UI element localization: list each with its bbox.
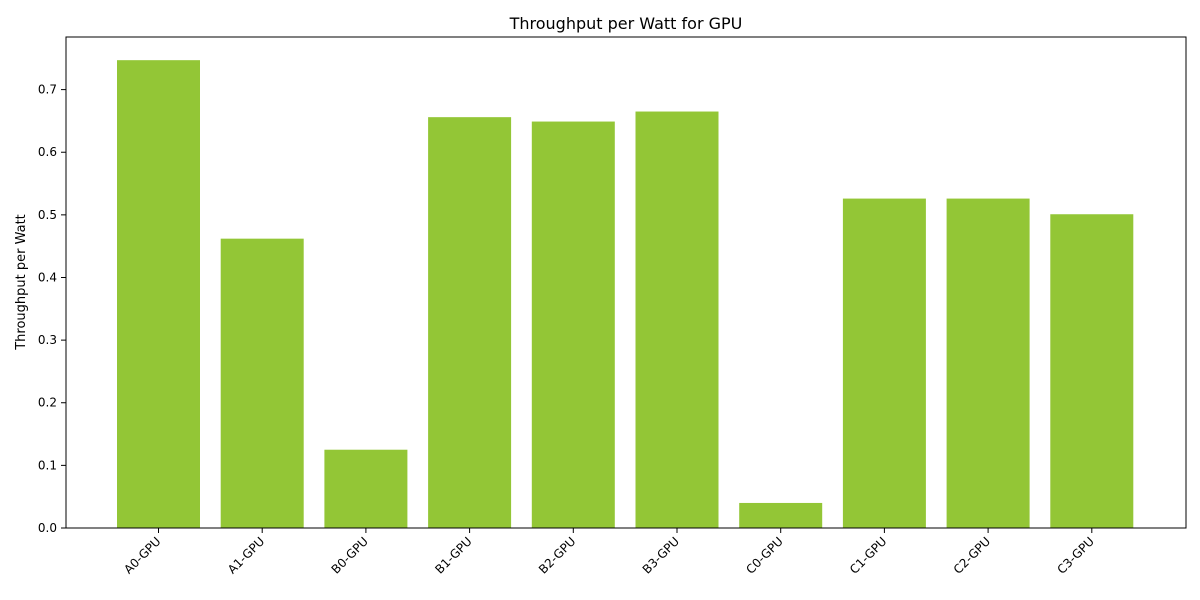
x-tick-label: A1-GPU xyxy=(225,534,267,576)
y-axis: 0.0 0.1 0.2 0.3 0.4 0.5 0.6 0.7 xyxy=(38,83,66,535)
x-tick-label: A0-GPU xyxy=(121,534,163,576)
bar-a1-gpu xyxy=(220,238,304,528)
bar-c1-gpu xyxy=(842,198,926,528)
bar-c2-gpu xyxy=(946,198,1030,528)
x-tick-label: C1-GPU xyxy=(847,534,890,577)
x-tick-label: C2-GPU xyxy=(951,534,994,577)
chart-title: Throughput per Watt for GPU xyxy=(509,14,743,33)
y-tick-label: 0.0 xyxy=(38,521,57,535)
y-tick-label: 0.7 xyxy=(38,83,57,97)
bar-c0-gpu xyxy=(739,502,823,528)
y-tick-label: 0.3 xyxy=(38,333,57,347)
y-tick-label: 0.4 xyxy=(38,270,57,284)
x-tick-label: B0-GPU xyxy=(329,534,371,576)
x-axis: A0-GPU A1-GPU B0-GPU B1-GPU B2-GPU B3-GPU C0-G… xyxy=(121,528,1097,577)
bar-a0-gpu xyxy=(117,60,200,529)
plot-frame xyxy=(65,36,1187,529)
bar-b3-gpu xyxy=(635,111,719,528)
y-axis-label: Throughput per Watt xyxy=(14,214,29,351)
y-tick-label: 0.1 xyxy=(38,458,57,472)
y-tick-label: 0.5 xyxy=(38,208,57,222)
bar-b2-gpu xyxy=(531,121,615,529)
bar-b0-gpu xyxy=(324,449,408,528)
x-tick-label: B1-GPU xyxy=(432,534,474,576)
y-tick-label: 0.6 xyxy=(38,145,57,159)
x-tick-label: B2-GPU xyxy=(536,534,578,576)
y-tick-label: 0.2 xyxy=(38,396,57,410)
bar-b1-gpu xyxy=(428,117,512,528)
bars-layer xyxy=(117,60,1134,529)
bar-c3-gpu xyxy=(1050,214,1134,529)
x-tick-label: C0-GPU xyxy=(743,534,786,577)
x-tick-label: C3-GPU xyxy=(1054,534,1097,577)
x-tick-label: B3-GPU xyxy=(640,534,682,576)
